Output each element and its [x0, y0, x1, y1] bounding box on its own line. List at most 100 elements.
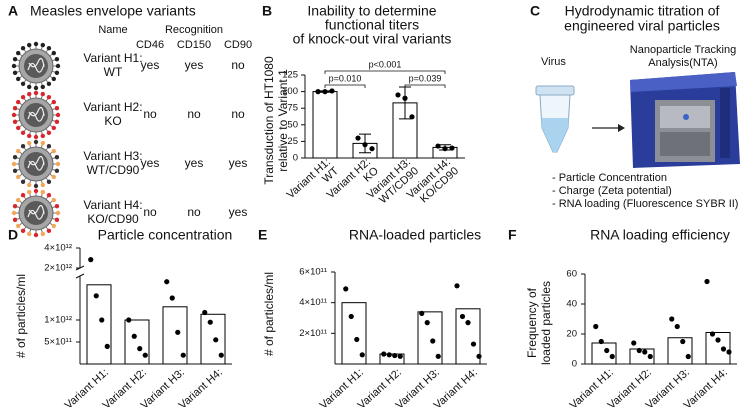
spike-head — [27, 189, 32, 195]
spike-head — [12, 168, 18, 173]
data-point — [354, 336, 360, 343]
arrow — [592, 124, 625, 132]
spike-head — [27, 140, 32, 146]
y-tick-label: 50 — [287, 119, 298, 130]
panel-title: Measles envelope variants — [30, 3, 196, 19]
recognition: no — [231, 107, 245, 121]
panel-label: D — [8, 227, 18, 243]
panel-label: C — [530, 3, 540, 19]
spike-head — [20, 228, 26, 233]
recognition: yes — [185, 58, 204, 72]
significance-bracket — [324, 84, 366, 88]
column-header: Name — [98, 24, 127, 36]
measurement: - Charge (Zeta potential) — [552, 185, 672, 197]
data-point — [359, 352, 365, 358]
y-axis-label: # of particles/ml — [262, 272, 276, 356]
y-tick-label: 2×10¹¹ — [299, 328, 327, 339]
spike-head — [40, 231, 45, 237]
spike-head — [20, 179, 26, 184]
spike-head — [11, 63, 17, 69]
spike-head — [54, 217, 60, 222]
spike-head — [11, 161, 17, 167]
panel-label: A — [8, 3, 18, 19]
spike-head — [51, 174, 56, 180]
data-point — [142, 352, 148, 358]
spike-head — [51, 76, 56, 82]
data-point — [207, 319, 213, 325]
virus-icon — [11, 188, 61, 238]
data-point — [631, 340, 637, 346]
data-point — [642, 349, 648, 355]
y-tick-label: 0 — [293, 153, 298, 164]
data-point — [315, 89, 321, 95]
y-axis-label: # of particles/ml — [14, 274, 28, 358]
data-point — [593, 323, 599, 330]
x-tick-label: Variant H4:KO/CD90 — [405, 156, 461, 210]
data-point — [104, 343, 110, 349]
data-point — [355, 135, 361, 141]
y-axis-label: relative to Variant 1 — [276, 69, 290, 172]
data-point — [131, 333, 137, 339]
significance-bracket — [324, 70, 446, 74]
spike-head — [40, 91, 45, 97]
y-tick-label: 6×10¹¹ — [299, 267, 327, 278]
spike-head — [20, 144, 26, 149]
panel-title: Hydrodynamic titration of — [565, 3, 720, 19]
instrument-icon — [630, 72, 740, 168]
y-tick-label: 1×10¹² — [44, 315, 72, 326]
spike-head — [46, 144, 52, 149]
data-point — [419, 310, 425, 316]
spike-head — [46, 46, 52, 51]
data-point — [99, 317, 105, 323]
spike-head — [20, 95, 26, 100]
spike-head — [54, 119, 60, 124]
data-point — [126, 317, 132, 323]
bar — [705, 332, 731, 365]
y-axis-label: Frequency of — [525, 287, 539, 358]
chart-title: RNA-loaded particles — [349, 227, 481, 243]
data-point — [609, 353, 615, 360]
spike-head — [46, 130, 52, 135]
genome — [27, 106, 45, 122]
chart-title: functional titers — [325, 17, 419, 33]
data-point — [435, 143, 441, 149]
instrument-label: Analysis(NTA) — [648, 57, 717, 69]
y-tick-label: 4×10¹² — [44, 243, 72, 254]
recognition: no — [187, 205, 201, 219]
spike-head — [16, 197, 21, 203]
spike-head — [40, 133, 45, 139]
recognition: yes — [185, 156, 204, 170]
spike-head — [40, 42, 45, 48]
spike-head — [20, 130, 26, 135]
variant-name: Variant H1: WT — [83, 51, 142, 79]
data-point — [704, 278, 710, 285]
data-point — [470, 341, 477, 347]
data-point — [726, 349, 732, 355]
bar — [86, 284, 112, 365]
receptor-header: CD150 — [177, 39, 211, 51]
spike-head — [20, 46, 26, 51]
spike-head — [33, 134, 39, 140]
spike-head — [33, 232, 39, 238]
significance-label: p<0.001 — [369, 59, 402, 69]
spike-head — [27, 42, 32, 48]
bar — [417, 311, 443, 365]
spike-head — [46, 179, 52, 184]
y-axis-label: loaded particles — [539, 281, 553, 365]
spike-head — [51, 148, 56, 154]
data-point — [402, 95, 408, 101]
data-point — [322, 89, 328, 95]
data-point — [476, 353, 482, 359]
spike-head — [40, 84, 45, 90]
spike-head — [46, 81, 52, 86]
recognition: yes — [229, 205, 248, 219]
data-point — [93, 293, 99, 299]
data-point — [369, 146, 375, 152]
data-point — [164, 279, 170, 285]
y-tick-label: 4×10¹¹ — [299, 297, 327, 308]
genome — [27, 155, 45, 171]
spike-head — [27, 84, 32, 90]
spike-head — [51, 197, 56, 203]
spike-head — [55, 210, 61, 216]
spike-head — [54, 168, 60, 173]
